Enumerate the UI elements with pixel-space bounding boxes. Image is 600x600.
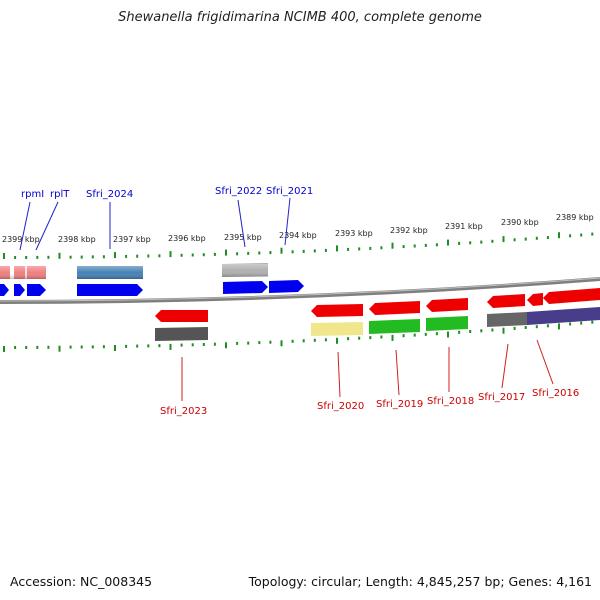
kbp-label-2389: 2389 kbp (556, 213, 594, 222)
gene-Sfri_2021[interactable] (269, 280, 304, 293)
topology-label: Topology: circular; Length: 4,845,257 bp… (248, 574, 592, 589)
connector-Sfri_2017 (501, 343, 509, 389)
label-Sfri_2020[interactable]: Sfri_2020 (317, 401, 364, 412)
gene-Sfri_2017[interactable] (487, 294, 525, 308)
label-Sfri_2018[interactable]: Sfri_2018 (427, 396, 474, 407)
label-Sfri_2017[interactable]: Sfri_2017 (478, 392, 525, 403)
label-rpmI[interactable]: rpmI (21, 189, 44, 200)
gene-rpmI[interactable] (14, 284, 25, 296)
gene-Sfri_2018[interactable] (426, 298, 468, 312)
connectors-bottom (181, 339, 554, 401)
feature-darkgrey-2023[interactable] (155, 327, 208, 341)
label-Sfri_2022[interactable]: Sfri_2022 (215, 186, 262, 197)
gene-Sfri_2019[interactable] (369, 301, 420, 315)
kbp-label-2393: 2393 kbp (335, 229, 373, 238)
connector-Sfri_2019 (395, 349, 400, 396)
kbp-label-2399: 2399 kbp (2, 235, 40, 244)
feature-grey-2017[interactable] (487, 312, 527, 327)
label-Sfri_2024[interactable]: Sfri_2024 (86, 189, 133, 200)
kbp-label-2395: 2395 kbp (224, 233, 262, 242)
gene-Sfri_2016b[interactable] (543, 288, 600, 304)
genes-reverse (155, 288, 600, 322)
gene-left-edge[interactable] (0, 284, 9, 296)
label-Sfri_2019[interactable]: Sfri_2019 (376, 399, 423, 410)
genome-backbone-highlight (0, 277, 600, 302)
feature-shade-3 (222, 264, 268, 277)
gene-rplT[interactable] (27, 284, 46, 296)
kbp-label-2396: 2396 kbp (168, 234, 206, 243)
kbp-label-2397: 2397 kbp (113, 235, 151, 244)
genes-forward (0, 280, 304, 296)
kbp-label-2392: 2392 kbp (390, 226, 428, 235)
ruler-ticks-upper (3, 232, 594, 259)
features-lower-track (155, 307, 600, 341)
gene-Sfri_2016a[interactable] (527, 293, 543, 306)
label-Sfri_2016[interactable]: Sfri_2016 (532, 388, 579, 399)
feature-green-2018[interactable] (426, 316, 468, 331)
connector-Sfri_2022 (237, 199, 246, 248)
label-Sfri_2023[interactable]: Sfri_2023 (160, 406, 207, 417)
map-title: Shewanella frigidimarina NCIMB 400, comp… (118, 10, 482, 25)
features-upper-track (0, 263, 268, 279)
feature-green-2019[interactable] (369, 319, 420, 334)
gene-Sfri_2020[interactable] (311, 304, 363, 317)
connector-rpmI (19, 201, 31, 251)
feature-slateblue-2016[interactable] (527, 307, 600, 325)
gene-Sfri_2024[interactable] (77, 284, 143, 296)
gene-Sfri_2022[interactable] (223, 281, 268, 294)
connector-Sfri_2020 (337, 351, 341, 398)
feature-khaki-2020[interactable] (311, 322, 363, 336)
gene-Sfri_2023[interactable] (155, 310, 208, 322)
kbp-label-2394: 2394 kbp (279, 231, 317, 240)
genome-backbone (0, 277, 600, 304)
ruler-ticks-lower (3, 320, 594, 352)
feature-shade-2 (77, 266, 143, 279)
kbp-label-2391: 2391 kbp (445, 222, 483, 231)
connector-rplT (35, 201, 59, 251)
kbp-label-2398: 2398 kbp (58, 235, 96, 244)
label-rplT[interactable]: rplT (50, 189, 70, 200)
connector-Sfri_2016 (536, 339, 554, 385)
feature-shade-1 (0, 266, 46, 279)
connectors-top (19, 197, 291, 251)
kbp-label-2390: 2390 kbp (501, 218, 539, 227)
accession-label: Accession: NC_008345 (10, 574, 153, 589)
label-Sfri_2021[interactable]: Sfri_2021 (266, 186, 313, 197)
connector-Sfri_2021 (284, 197, 291, 246)
